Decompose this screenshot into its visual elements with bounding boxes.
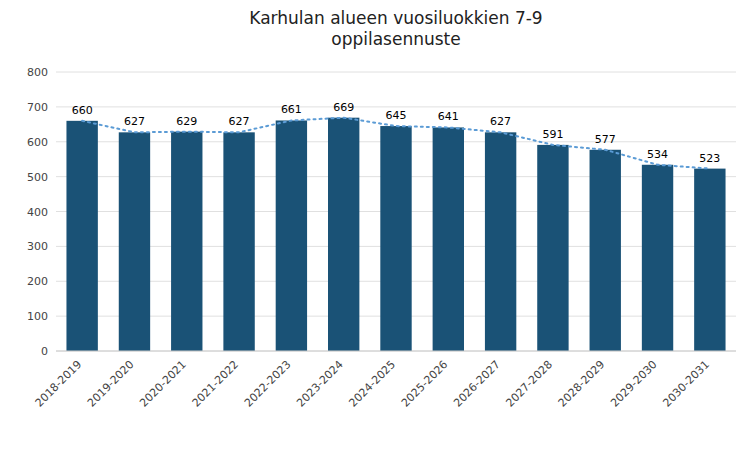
bar: [590, 150, 621, 351]
y-tick-label: 400: [27, 206, 48, 219]
y-tick-label: 500: [27, 171, 48, 184]
bar: [119, 132, 150, 351]
x-tick-label: 2023-2024: [294, 358, 346, 410]
data-label: 641: [438, 110, 459, 123]
bar: [171, 132, 202, 351]
x-tick-label: 2018-2019: [33, 358, 85, 410]
data-label: 523: [699, 152, 720, 165]
y-tick-label: 100: [27, 310, 48, 323]
chart-container: Karhulan alueen vuosiluokkien 7-9oppilas…: [0, 0, 752, 451]
title: Karhulan alueen vuosiluokkien 7-9oppilas…: [249, 8, 542, 49]
bar: [433, 127, 464, 351]
grid-line: [56, 106, 736, 107]
bar: [328, 118, 359, 351]
x-tick-label: 2020-2021: [137, 358, 189, 410]
background: [0, 0, 752, 451]
grid: [56, 72, 736, 351]
x-tick-label: 2022-2023: [242, 358, 294, 410]
data-label: 669: [333, 101, 354, 114]
bar: [485, 132, 516, 351]
bar: [223, 132, 254, 351]
y-tick-label: 0: [41, 345, 48, 358]
grid-line: [56, 72, 736, 73]
data-label: 627: [490, 115, 511, 128]
bar: [66, 121, 97, 351]
title-line: Karhulan alueen vuosiluokkien 7-9: [249, 8, 542, 28]
y-tick-label: 700: [27, 101, 48, 114]
data-label: 534: [647, 148, 668, 161]
chart: Karhulan alueen vuosiluokkien 7-9oppilas…: [0, 0, 752, 451]
x-axis-line: [56, 351, 736, 352]
x-tick-label: 2025-2026: [399, 358, 451, 410]
data-label: 627: [124, 115, 145, 128]
x-tick-label: 2028-2029: [556, 358, 608, 410]
data-label: 627: [229, 115, 250, 128]
data-label: 629: [176, 115, 197, 128]
grid-line: [56, 351, 736, 352]
y-tick-label: 300: [27, 240, 48, 253]
y-tick-label: 200: [27, 275, 48, 288]
x-tick-label: 2029-2030: [608, 358, 660, 410]
title-line: oppilasennuste: [331, 29, 460, 49]
plot-area: [66, 118, 725, 351]
x-tick-label: 2024-2025: [347, 358, 399, 410]
x-tick-label: 2027-2028: [503, 358, 555, 410]
data-label: 591: [542, 128, 563, 141]
bar: [537, 145, 568, 351]
x-tick-label: 2030-2031: [660, 358, 712, 410]
data-label: 577: [595, 133, 616, 146]
data-label: 645: [386, 109, 407, 122]
x-tick-label: 2021-2022: [190, 358, 242, 410]
x-tick-label: 2026-2027: [451, 358, 503, 410]
bar: [642, 165, 673, 351]
y-tick-label: 800: [27, 66, 48, 79]
y-tick-label: 600: [27, 136, 48, 149]
bar: [276, 120, 307, 351]
bar: [380, 126, 411, 351]
data-label: 660: [72, 104, 93, 117]
x-tick-label: 2019-2020: [85, 358, 137, 410]
data-label: 661: [281, 103, 302, 116]
bar: [694, 169, 725, 351]
